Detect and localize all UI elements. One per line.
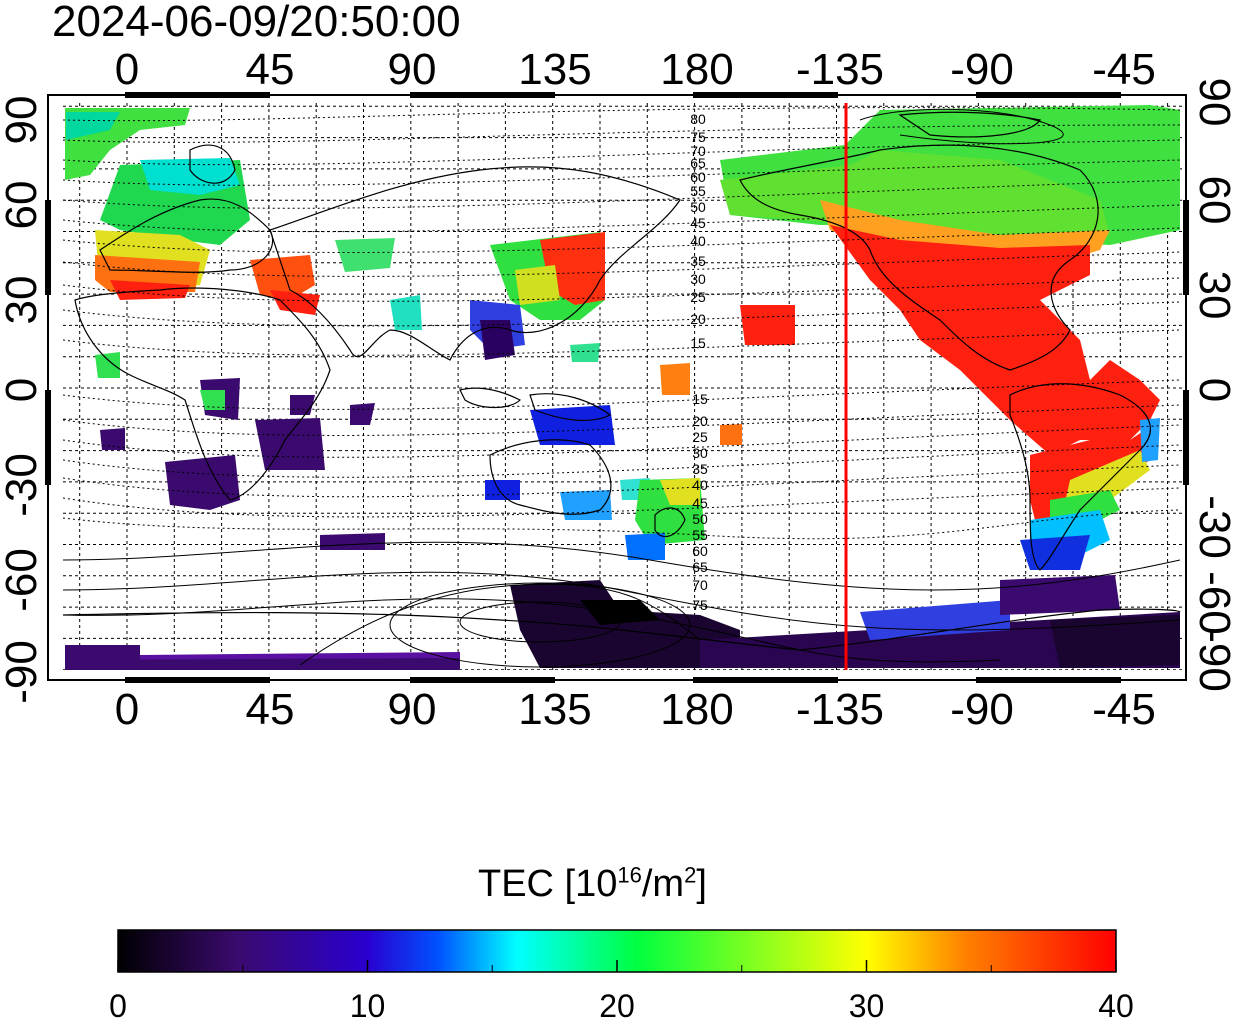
longitude-tick-label: 0 bbox=[115, 685, 139, 734]
contour-label: 40 bbox=[690, 233, 706, 249]
contour-label: 70 bbox=[690, 143, 706, 159]
contour-label: 20 bbox=[692, 413, 708, 429]
latitude-axis-left: 90 60 30 0 -30 -60 -90 bbox=[0, 96, 46, 704]
contour-label: 40 bbox=[692, 477, 708, 493]
map-frame-tick-bars bbox=[45, 92, 1189, 683]
contour-label: 55 bbox=[690, 183, 706, 199]
contour-label: 50 bbox=[690, 199, 706, 215]
colorbar-title: TEC [1016/m2] bbox=[478, 862, 707, 906]
tec-data-patches bbox=[65, 105, 1180, 670]
longitude-tick-label: -45 bbox=[1092, 685, 1156, 734]
colorbar-title-suffix: ] bbox=[696, 863, 707, 905]
timestamp-title: 2024-06-09/20:50:00 bbox=[52, 0, 461, 46]
longitude-tick-label: -135 bbox=[796, 45, 884, 94]
contour-label: 20 bbox=[690, 311, 706, 327]
longitude-tick-label: 135 bbox=[518, 685, 591, 734]
latitude-tick-label: 60 bbox=[0, 181, 46, 230]
colorbar-title-unit-exponent: 2 bbox=[684, 862, 697, 888]
contour-label: 35 bbox=[692, 461, 708, 477]
longitude-tick-label: 180 bbox=[660, 685, 733, 734]
contour-label: 65 bbox=[692, 559, 708, 575]
colorbar-title-exponent: 16 bbox=[617, 862, 642, 888]
colorbar-tick-label: 30 bbox=[849, 988, 885, 1021]
colorbar-tick-label: 10 bbox=[350, 988, 386, 1021]
longitude-axis-bottom: 0 45 90 135 180 -135 -90 -45 bbox=[115, 685, 1156, 734]
colorbar-tick-label: 20 bbox=[599, 988, 635, 1021]
contour-label: 15 bbox=[690, 335, 706, 351]
longitude-tick-label: -45 bbox=[1092, 45, 1156, 94]
contour-label: 15 bbox=[692, 391, 708, 407]
latitude-tick-label: 0 bbox=[0, 378, 46, 402]
contour-label: 45 bbox=[692, 495, 708, 511]
colorbar-tick-label: 0 bbox=[109, 988, 127, 1021]
longitude-tick-label: 0 bbox=[115, 45, 139, 94]
contour-label: 25 bbox=[690, 289, 706, 305]
latitude-axis-right: 90 60 30 0 -30 -60-90 bbox=[1190, 78, 1235, 692]
contour-label: 60 bbox=[692, 543, 708, 559]
contour-lines-solid bbox=[63, 108, 1181, 668]
latitude-tick-label: -30 bbox=[0, 453, 46, 517]
longitude-tick-label: 90 bbox=[388, 685, 437, 734]
latitude-tick-label: -90 bbox=[1190, 628, 1235, 692]
coastlines bbox=[63, 111, 1181, 651]
latitude-tick-label: 0 bbox=[1190, 378, 1235, 402]
longitude-tick-label: -90 bbox=[950, 45, 1014, 94]
contour-label: 80 bbox=[690, 111, 706, 127]
contour-label: 45 bbox=[690, 215, 706, 231]
colorbar-title-prefix: TEC [10 bbox=[478, 863, 618, 905]
longitude-tick-label: 135 bbox=[518, 45, 591, 94]
contour-label: 25 bbox=[692, 429, 708, 445]
contour-label: 35 bbox=[690, 253, 706, 269]
contour-label: 70 bbox=[692, 577, 708, 593]
longitude-tick-label: 180 bbox=[660, 45, 733, 94]
colorbar-ticks: 0 10 20 30 40 bbox=[109, 960, 1134, 1021]
contour-label: 65 bbox=[690, 155, 706, 171]
contour-label: 30 bbox=[690, 271, 706, 287]
longitude-tick-label: 90 bbox=[388, 45, 437, 94]
contour-label: 50 bbox=[692, 511, 708, 527]
contour-label: 30 bbox=[692, 445, 708, 461]
colorbar-tick-label: 40 bbox=[1098, 988, 1134, 1021]
contour-label: 75 bbox=[692, 597, 708, 613]
latitude-tick-label: 90 bbox=[0, 96, 46, 145]
latitude-tick-label: -60 bbox=[0, 548, 46, 612]
latitude-tick-label: 30 bbox=[0, 276, 46, 325]
latitude-tick-label: 60 bbox=[1190, 176, 1235, 225]
latitude-tick-label: 90 bbox=[1190, 78, 1235, 127]
latitude-tick-label: 30 bbox=[1190, 271, 1235, 320]
longitude-tick-label: -90 bbox=[950, 685, 1014, 734]
longitude-axis-top: 0 45 90 135 180 -135 -90 -45 bbox=[115, 45, 1156, 94]
latitude-tick-label: -30 -60 bbox=[1190, 495, 1235, 634]
contour-label: 60 bbox=[690, 169, 706, 185]
latitude-tick-label: -90 bbox=[0, 640, 46, 704]
colorbar-title-unit: /m bbox=[641, 863, 685, 905]
contour-label: 55 bbox=[692, 527, 708, 543]
longitude-tick-label: -135 bbox=[796, 685, 884, 734]
contour-label: 75 bbox=[690, 129, 706, 145]
longitude-tick-label: 45 bbox=[246, 45, 295, 94]
longitude-tick-label: 45 bbox=[246, 685, 295, 734]
